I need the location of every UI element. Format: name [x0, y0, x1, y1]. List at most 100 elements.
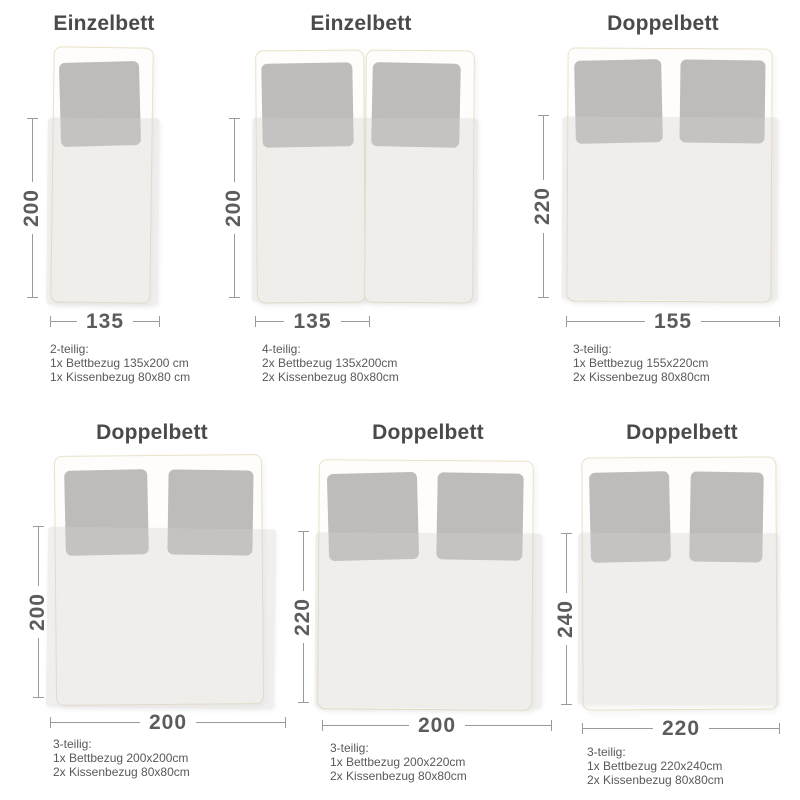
- set-description: 3-teilig: 1x Bettbezug 200x220cm 2x Kiss…: [330, 741, 467, 783]
- height-dimension-label: 240: [554, 599, 577, 639]
- dimension-line: [51, 320, 77, 322]
- dimension-line: [31, 119, 33, 182]
- dimension-end-cap: [537, 115, 549, 116]
- dimension-line: [196, 721, 286, 723]
- dimension-end-cap: [50, 315, 51, 327]
- set-pieces-count: 3-teilig:: [587, 745, 626, 759]
- bed-title: Doppelbett: [96, 421, 208, 444]
- width-dimension: 135: [50, 309, 161, 333]
- bed-title: Einzelbett: [310, 12, 412, 35]
- set-description: 4-teilig: 2x Bettbezug 135x200cm 2x Kiss…: [262, 342, 399, 384]
- dimension-end-cap: [50, 716, 51, 728]
- duvet-cover-spec: 1x Bettbezug 155x220cm: [573, 356, 709, 371]
- height-dimension: 200: [10, 118, 54, 299]
- width-dimension-label: 155: [653, 309, 693, 333]
- set-pieces-count: 3-teilig:: [573, 342, 612, 356]
- dimension-line: [133, 320, 160, 322]
- dimension-end-cap: [297, 702, 309, 704]
- dimension-end-cap: [560, 704, 572, 706]
- set-pieces-count: 3-teilig:: [330, 741, 369, 755]
- dimension-line: [302, 643, 304, 703]
- duvet-cover-spec: 1x Bettbezug 200x200cm: [53, 751, 189, 766]
- dimension-line: [542, 232, 544, 298]
- duvet: [314, 532, 543, 709]
- pillow-cover-spec: 2x Kissenbezug 80x80cm: [330, 769, 467, 784]
- dimension-line: [565, 645, 567, 705]
- set-description: 3-teilig: 1x Bettbezug 155x220cm 2x Kiss…: [573, 342, 710, 384]
- width-dimension: 220: [582, 716, 781, 740]
- dimension-line: [340, 320, 370, 322]
- pillow-cover-spec: 2x Kissenbezug 80x80cm: [53, 765, 190, 780]
- pillow-cover-spec: 2x Kissenbezug 80x80cm: [262, 370, 399, 385]
- dimension-end-cap: [582, 722, 583, 734]
- dimension-line: [256, 320, 285, 322]
- dimension-end-cap: [566, 315, 567, 327]
- set-description: 3-teilig: 1x Bettbezug 220x240cm 2x Kiss…: [587, 745, 724, 787]
- dimension-end-cap: [322, 719, 323, 731]
- bed-title: Doppelbett: [626, 421, 738, 444]
- dimension-line: [233, 234, 235, 298]
- set-pieces-count: 4-teilig:: [262, 342, 301, 356]
- dimension-line: [323, 724, 409, 726]
- dimension-line: [51, 721, 140, 723]
- dimension-end-cap: [551, 719, 553, 731]
- height-dimension-label: 200: [222, 188, 245, 228]
- dimension-end-cap: [26, 297, 38, 299]
- duvet-cover-spec: 1x Bettbezug 200x220cm: [330, 755, 466, 770]
- width-dimension-label: 220: [661, 716, 701, 740]
- height-dimension-label: 220: [531, 187, 554, 226]
- width-dimension: 200: [322, 713, 553, 737]
- duvet: [561, 116, 779, 301]
- set-description: 2-teilig: 1x Bettbezug 135x200 cm 1x Kis…: [50, 342, 190, 384]
- dimension-end-cap: [560, 533, 572, 534]
- dimension-end-cap: [297, 531, 309, 532]
- duvet-cover-spec: 1x Bettbezug 220x240cm: [587, 759, 723, 774]
- width-dimension-label: 135: [293, 309, 332, 333]
- pillow-cover-spec: 1x Kissenbezug 80x80 cm: [50, 370, 191, 385]
- bed-title: Doppelbett: [607, 12, 719, 35]
- dimension-end-cap: [32, 526, 44, 527]
- dimension-line: [37, 638, 39, 698]
- pillow-cover-spec: 2x Kissenbezug 80x80cm: [587, 773, 724, 788]
- duvet: [46, 117, 160, 306]
- dimension-line: [31, 234, 33, 298]
- duvet: [251, 117, 479, 303]
- dimension-end-cap: [537, 297, 549, 299]
- dimension-end-cap: [26, 118, 38, 119]
- height-dimension-label: 200: [26, 592, 49, 632]
- height-dimension: 220: [281, 531, 325, 704]
- dimension-line: [302, 532, 304, 591]
- duvet: [577, 532, 779, 706]
- height-dimension-label: 200: [20, 188, 43, 228]
- width-dimension-label: 200: [148, 710, 188, 734]
- width-dimension-label: 135: [85, 309, 125, 333]
- dimension-end-cap: [779, 315, 781, 327]
- pillow-cover-spec: 2x Kissenbezug 80x80cm: [573, 370, 710, 385]
- width-dimension: 135: [255, 309, 371, 333]
- dimension-line: [701, 320, 780, 322]
- dimension-end-cap: [228, 118, 240, 119]
- width-dimension: 200: [50, 710, 287, 734]
- dimension-end-cap: [32, 697, 44, 699]
- dimension-line: [542, 116, 544, 181]
- dimension-end-cap: [369, 315, 371, 327]
- dimension-end-cap: [159, 315, 161, 327]
- dimension-line: [709, 727, 780, 729]
- dimension-line: [233, 119, 235, 182]
- width-dimension-label: 200: [417, 713, 457, 737]
- dimension-line: [567, 320, 645, 322]
- duvet-cover-spec: 1x Bettbezug 135x200 cm: [50, 356, 189, 371]
- dimension-end-cap: [255, 315, 256, 327]
- dimension-line: [565, 534, 567, 593]
- set-pieces-count: 3-teilig:: [53, 737, 92, 751]
- bed-title: Doppelbett: [372, 421, 484, 444]
- width-dimension: 155: [566, 309, 781, 333]
- duvet: [45, 526, 277, 710]
- dimension-line: [583, 727, 653, 729]
- height-dimension: 220: [521, 115, 565, 299]
- dimension-line: [37, 527, 39, 586]
- duvet-cover-spec: 2x Bettbezug 135x200cm: [262, 356, 398, 371]
- dimension-end-cap: [228, 297, 240, 299]
- height-dimension: 240: [544, 533, 588, 706]
